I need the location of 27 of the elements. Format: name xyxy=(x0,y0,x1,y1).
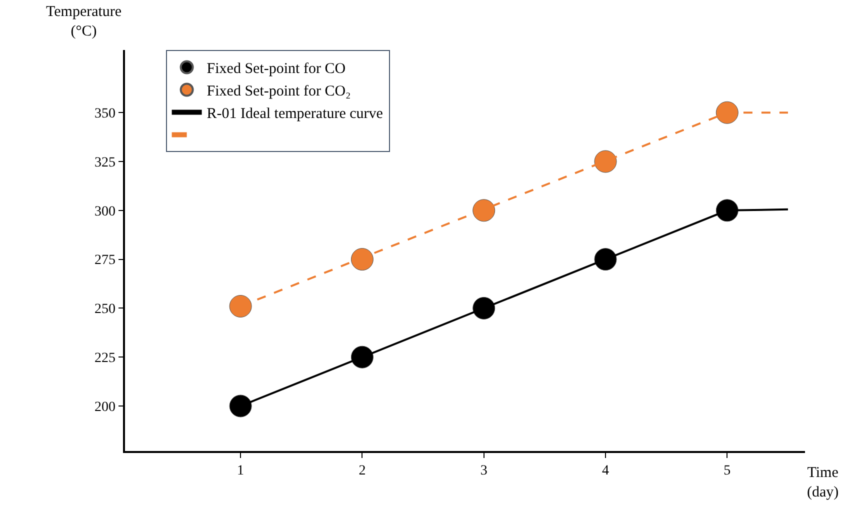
y-tick-label: 300 xyxy=(94,204,116,220)
x-tick-label: 1 xyxy=(237,464,244,479)
legend-label: Fixed Set-point for CO xyxy=(206,61,346,78)
x-tick-label: 3 xyxy=(480,464,488,479)
x-axis-title: Time (day) xyxy=(807,465,839,500)
point xyxy=(229,295,252,318)
y-tick-label: 200 xyxy=(94,400,116,415)
y-tick-label: 225 xyxy=(94,351,116,366)
y-tick-label: 350 xyxy=(94,106,116,122)
x-tick-label: 5 xyxy=(724,464,731,479)
y-axis-title: Temperature (°C) xyxy=(46,4,122,40)
point xyxy=(229,394,252,418)
y-tick-label: 250 xyxy=(94,302,116,318)
point xyxy=(472,296,496,320)
legend-label: Fixed Set-point for CO₂ xyxy=(206,84,351,100)
y-tick-label: 325 xyxy=(94,155,116,170)
point xyxy=(716,199,738,222)
x-tick-label: 2 xyxy=(358,464,366,479)
point xyxy=(350,346,374,368)
point xyxy=(594,248,617,271)
legend-label: R-01 Ideal temperature curve xyxy=(206,106,384,122)
x-tick-label: 4 xyxy=(602,464,609,479)
point xyxy=(472,199,496,222)
point xyxy=(594,150,617,173)
point xyxy=(350,248,374,271)
y-tick-label: 275 xyxy=(94,253,116,268)
point xyxy=(716,101,738,124)
